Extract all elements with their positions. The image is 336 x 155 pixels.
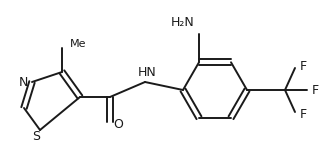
Text: F: F [299,108,306,120]
Text: F: F [311,84,319,97]
Text: O: O [113,117,123,131]
Text: N: N [18,75,28,89]
Text: H₂N: H₂N [171,16,195,29]
Text: HN: HN [138,66,156,80]
Text: Me: Me [70,39,86,49]
Text: S: S [32,129,40,142]
Text: F: F [299,60,306,73]
